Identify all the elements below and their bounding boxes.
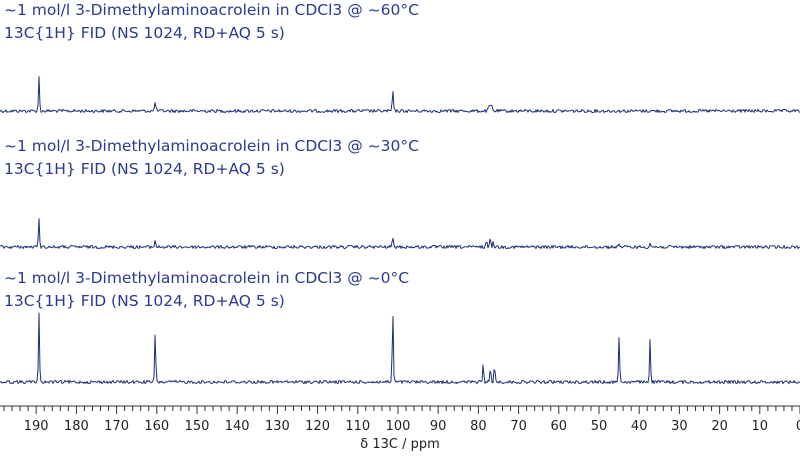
tick-label: 120 xyxy=(305,419,330,434)
tick-label: 40 xyxy=(631,419,648,434)
tick-label: 0 xyxy=(796,419,800,434)
tick-label: 150 xyxy=(185,419,210,434)
tick-label: 90 xyxy=(430,419,447,434)
tick-label: 20 xyxy=(711,419,728,434)
spectrum-panel-30c: ~1 mol/l 3-Dimethylaminoacrolein in CDCl… xyxy=(0,137,800,250)
spectrum-subtitle-30c: 13C{1H} FID (NS 1024, RD+AQ 5 s) xyxy=(4,160,285,178)
tick-label: 50 xyxy=(591,419,608,434)
spectrum-title-0c: ~1 mol/l 3-Dimethylaminoacrolein in CDCl… xyxy=(4,269,409,287)
tick-label: 100 xyxy=(386,419,411,434)
tick-label: 10 xyxy=(752,419,769,434)
x-axis: 190 180 170 160 150 140 130 120 110 100 90 80 70 60 50… xyxy=(0,405,800,452)
spectrum-subtitle-60c: 13C{1H} FID (NS 1024, RD+AQ 5 s) xyxy=(4,24,285,42)
tick-label: 30 xyxy=(671,419,688,434)
spectrum-trace-0c xyxy=(0,312,800,385)
spectrum-trace-60c xyxy=(0,76,800,114)
spectrum-trace-30c xyxy=(0,218,800,250)
tick-label: 70 xyxy=(510,419,527,434)
tick-label: 110 xyxy=(345,419,370,434)
tick-label: 170 xyxy=(104,419,129,434)
tick-label: 190 xyxy=(24,419,49,434)
tick-label: 60 xyxy=(551,419,568,434)
tick-label: 130 xyxy=(265,419,290,434)
spectrum-panel-60c: ~1 mol/l 3-Dimethylaminoacrolein in CDCl… xyxy=(0,1,800,114)
tick-label: 160 xyxy=(144,419,169,434)
spectrum-title-60c: ~1 mol/l 3-Dimethylaminoacrolein in CDCl… xyxy=(4,1,419,19)
spectrum-panel-0c: ~1 mol/l 3-Dimethylaminoacrolein in CDCl… xyxy=(0,269,800,385)
tick-label: 140 xyxy=(225,419,250,434)
tick-label: 180 xyxy=(64,419,89,434)
tick-label: 80 xyxy=(470,419,487,434)
spectrum-title-30c: ~1 mol/l 3-Dimethylaminoacrolein in CDCl… xyxy=(4,137,419,155)
spectrum-subtitle-0c: 13C{1H} FID (NS 1024, RD+AQ 5 s) xyxy=(4,292,285,310)
x-axis-title: δ 13C / ppm xyxy=(360,437,440,452)
x-axis-ticks: 190 180 170 160 150 140 130 120 110 100 90 80 70 60 50… xyxy=(3,406,800,434)
